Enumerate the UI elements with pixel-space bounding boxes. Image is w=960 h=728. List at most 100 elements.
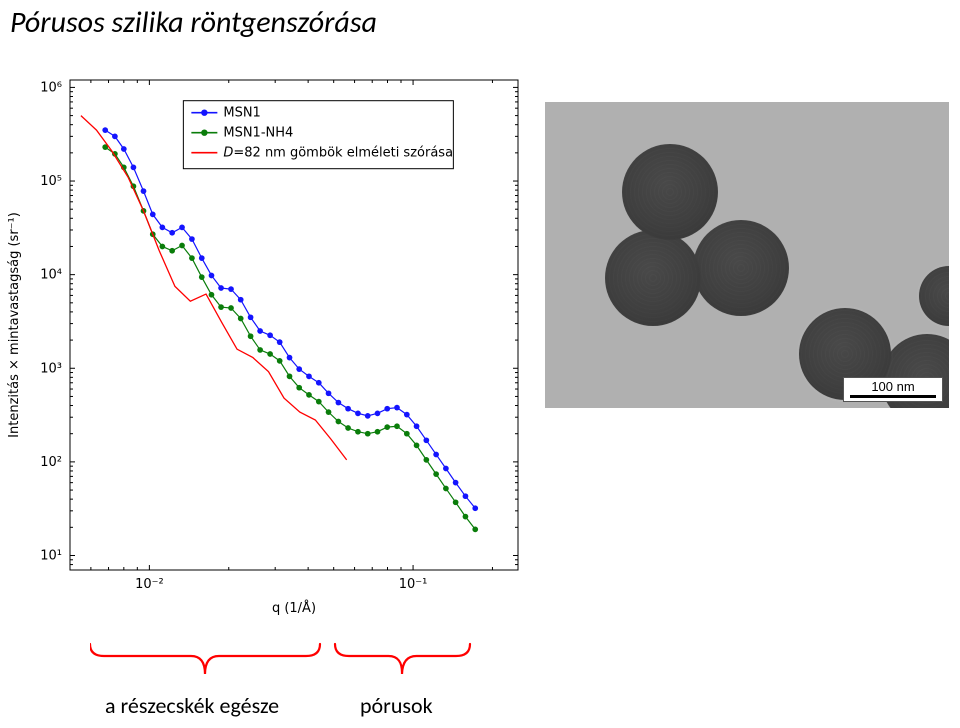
y-tick-label: 10⁵ [40,174,62,189]
series-marker [316,399,322,405]
series-marker [453,499,459,505]
series-marker [414,423,420,429]
axis-braces [90,640,530,680]
tem-particle [919,266,949,326]
series-marker [423,457,429,463]
series-marker [316,380,322,386]
series-marker [238,297,244,303]
series-marker [463,514,469,520]
series-marker [472,505,478,511]
series-marker [199,274,205,280]
series-marker [248,333,254,339]
series-marker [189,255,195,261]
series-marker [267,351,273,357]
series-marker [443,466,449,472]
x-axis-label: q (1/Å) [272,600,316,616]
series-marker [277,339,283,345]
series-marker [102,127,108,133]
brace-svg [90,640,530,680]
series-marker [257,347,263,353]
series-marker [472,527,478,533]
y-tick-label: 10³ [40,361,62,376]
legend-label: MSN1-NH4 [223,126,293,141]
series-marker [267,332,273,338]
tem-scalebar-line [850,395,936,398]
y-tick-label: 10⁴ [40,268,62,283]
legend-swatch-marker [201,130,207,136]
series-marker [159,244,165,250]
series-marker [336,419,342,425]
series-marker [296,385,302,391]
series-marker [404,412,410,418]
series-marker [384,406,390,412]
series-marker [150,212,156,218]
tem-scalebar-label: 100 nm [871,379,914,394]
series-marker [228,305,234,311]
brace-label-right: pórusok [360,692,433,719]
legend-label: D=82 nm gömbök elméleti szórása [223,146,453,161]
tem-particle [605,230,701,326]
legend-swatch-marker [201,110,207,116]
series-marker [296,366,302,372]
series-marker [355,410,361,416]
series-marker [238,316,244,322]
curly-brace [90,644,320,674]
series-marker [179,243,185,249]
series-marker [345,406,351,412]
series-marker [306,373,312,379]
series-marker [404,431,410,437]
brace-label-left: a részecskék egésze [105,692,279,719]
series-marker [375,429,381,435]
series-marker [355,429,361,435]
series-marker [169,230,175,236]
y-tick-label: 10¹ [40,548,62,563]
curly-brace [335,644,470,674]
tem-micrograph: 100 nm [545,102,949,408]
series-marker [433,452,439,458]
series-marker [121,146,127,152]
series-marker [384,424,390,430]
series-marker [141,188,147,194]
series-marker [443,486,449,492]
series-marker [287,373,293,379]
series-marker [248,314,254,320]
legend-label: MSN1 [223,106,260,121]
series-marker [169,248,175,254]
series-marker [365,413,371,419]
x-tick-label: 10⁻² [135,577,164,592]
series-marker [375,410,381,416]
series-marker [394,405,400,411]
series-marker [287,355,293,361]
series-marker [159,224,165,230]
x-tick-label: 10⁻¹ [399,577,428,592]
series-marker [199,255,205,261]
chart-svg: 10¹ 10² 10³ 10⁴ 10⁵ 10⁶ 10⁻² 10⁻¹ q (1/Å) Intenzi… [0,70,530,630]
series-marker [336,400,342,406]
series-marker [453,480,459,486]
series-marker [365,431,371,437]
tem-particle [622,144,718,240]
series-marker [189,236,195,242]
series-marker [112,134,118,140]
series-marker [277,358,283,364]
series-marker [306,392,312,398]
series-marker [257,328,263,334]
y-axis-label: Intenzitás × mintavastagság (sr⁻¹) [7,212,22,438]
series-marker [131,164,137,170]
scattering-chart: 10¹ 10² 10³ 10⁴ 10⁵ 10⁶ 10⁻² 10⁻¹ q (1/Å) Intenzi… [0,70,530,630]
y-tick-label: 10² [40,455,62,470]
series-marker [209,273,215,279]
series-marker [179,224,185,230]
tem-scalebar: 100 nm [843,377,943,402]
series-marker [463,493,469,499]
series-marker [326,409,332,415]
series-marker [228,286,234,292]
page-title: Pórusos szilika röntgenszórása [10,4,377,41]
series-marker [414,443,420,449]
series-marker [209,292,215,298]
y-tick-label: 10⁶ [40,80,62,95]
series-marker [218,304,224,310]
series-marker [423,437,429,443]
series-marker [345,425,351,431]
tem-particle [693,220,789,316]
